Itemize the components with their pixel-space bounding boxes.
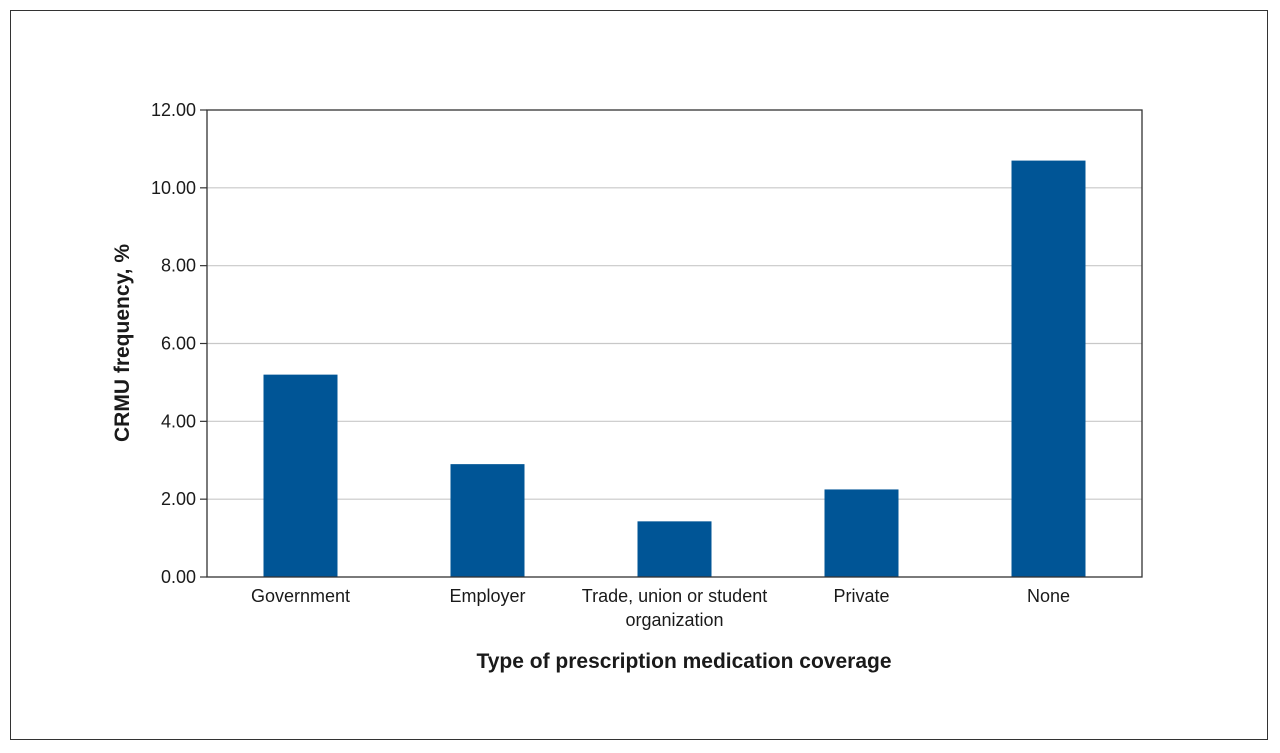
x-tick-label: None — [1027, 586, 1070, 606]
bar — [637, 521, 712, 577]
y-tick-label: 6.00 — [161, 334, 196, 354]
y-tick-label: 12.00 — [151, 100, 196, 120]
x-tick-labels: Government Employer Trade, union or studen… — [251, 586, 1070, 630]
y-tick-label: 4.00 — [161, 411, 196, 431]
y-tick-label: 0.00 — [161, 567, 196, 587]
y-axis-title: CRMU frequency, % — [111, 244, 134, 442]
bar — [824, 489, 899, 577]
bars — [263, 160, 1086, 577]
x-tick-label: Trade, union or student — [582, 586, 767, 606]
bar — [263, 374, 338, 577]
y-tick-label: 10.00 — [151, 178, 196, 198]
gridlines — [207, 187, 1142, 500]
y-tick-label: 8.00 — [161, 256, 196, 276]
y-tick-labels: 0.00 2.00 4.00 6.00 8.00 10.00 12.00 — [151, 100, 196, 587]
x-tick-label: Employer — [449, 586, 525, 606]
axes — [200, 109, 1143, 578]
x-tick-label: Private — [833, 586, 889, 606]
x-tick-label: organization — [625, 610, 723, 630]
bar — [1011, 160, 1086, 577]
bar — [450, 464, 525, 577]
plot-border — [206, 109, 1143, 578]
x-axis-title: Type of prescription medication coverage — [476, 650, 891, 673]
x-tick-label: Government — [251, 586, 350, 606]
y-tick-label: 2.00 — [161, 489, 196, 509]
